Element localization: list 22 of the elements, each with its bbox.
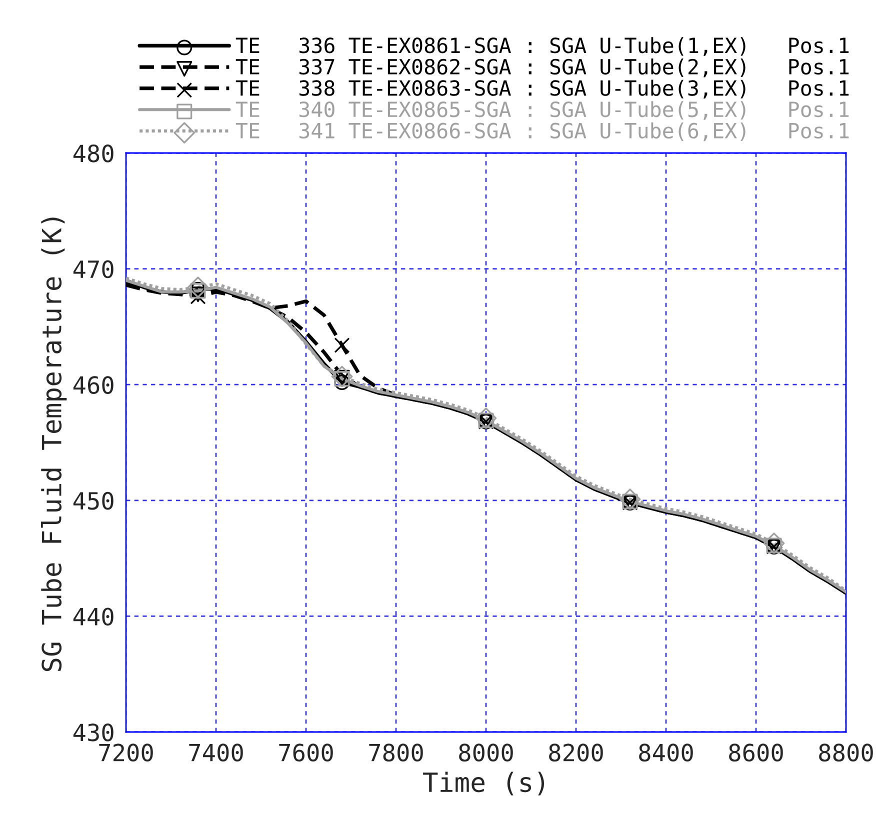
y-tick-label: 460 [73,376,114,394]
x-tick-label: 8000 [459,744,513,762]
y-tick-label: 470 [73,260,114,278]
y-tick-label: 430 [73,724,114,742]
x-tick-label: 8600 [729,744,783,762]
x-tick-label: 8400 [639,744,693,762]
y-tick-label: 450 [73,492,114,510]
legend-label: TE 340 TE-EX0865-SGA : SGA U-Tube(5,EX) Pos.1 [236,101,849,120]
y-tick-label: 480 [73,144,114,162]
x-tick-label: 7800 [369,744,423,762]
legend-label: TE 337 TE-EX0862-SGA : SGA U-Tube(2,EX) Pos.1 [236,58,849,78]
x-tick-label: 8800 [819,744,873,762]
x-axis-title: Time (s) [423,772,544,796]
x-tick-label: 8200 [549,744,603,762]
x-tick-label: 7400 [189,744,243,762]
y-tick-label: 440 [73,608,114,626]
legend-label: TE 336 TE-EX0861-SGA : SGA U-Tube(1,EX) Pos.1 [236,37,849,56]
legend-label: TE 341 TE-EX0866-SGA : SGA U-Tube(6,EX) Pos.1 [236,122,849,142]
x-tick-label: 7600 [279,744,333,762]
y-axis-title: SG Tube Fluid Temperature (K) [41,218,67,672]
x-tick-label: 7200 [99,744,153,762]
legend-label: TE 338 TE-EX0863-SGA : SGA U-Tube(3,EX) Pos.1 [236,80,849,99]
